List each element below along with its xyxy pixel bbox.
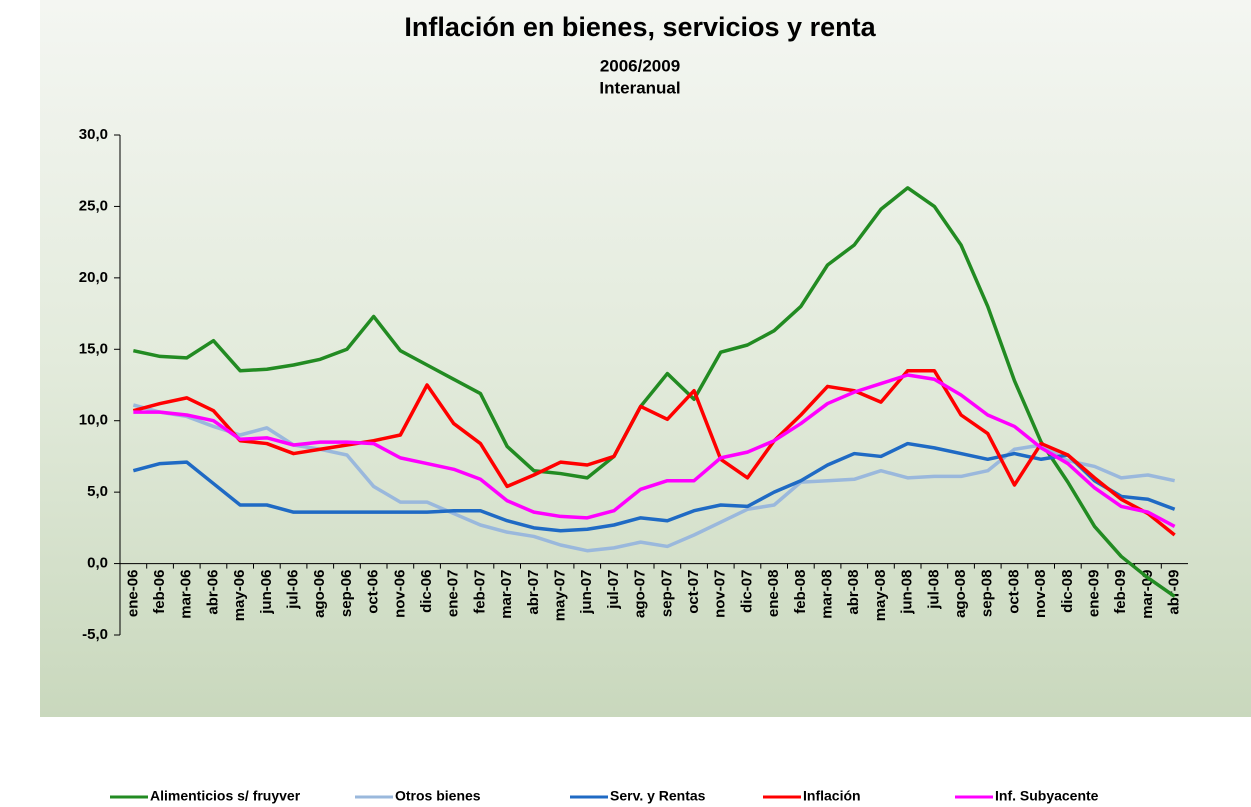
series-line [132, 186, 1176, 598]
x-tick-label: ene-07 [445, 570, 462, 618]
x-tick-label: sep-08 [979, 570, 996, 618]
x-tick-label: dic-06 [418, 570, 435, 613]
x-tick-label: abr-08 [845, 570, 862, 615]
x-tick-label: may-06 [231, 570, 248, 622]
x-tick-label: ene-09 [1086, 570, 1103, 618]
chart-subtitle: Interanual [599, 78, 680, 97]
chart-title: Inflación en bienes, servicios y renta [404, 12, 876, 42]
x-tick-label: oct-06 [365, 570, 382, 614]
series-line [132, 368, 1176, 537]
x-tick-label: abr-09 [1166, 570, 1183, 615]
x-tick-label: jun-06 [258, 570, 275, 615]
x-tick-label: ago-08 [952, 570, 969, 618]
x-tick-label: mar-08 [819, 570, 836, 619]
x-tick-label: jul-06 [285, 570, 302, 610]
legend-label: Alimenticios s/ fruyver [150, 788, 301, 804]
x-tick-label: feb-08 [792, 570, 809, 614]
y-tick-label: 5,0 [87, 483, 108, 500]
x-tick-label: feb-06 [151, 570, 168, 614]
x-tick-label: abr-06 [204, 570, 221, 615]
y-tick-label: 25,0 [79, 197, 108, 214]
x-tick-label: nov-07 [712, 570, 729, 618]
x-tick-label: mar-07 [498, 570, 515, 619]
x-tick-label: feb-09 [1112, 570, 1129, 614]
x-tick-label: oct-08 [1005, 570, 1022, 614]
x-tick-label: oct-07 [685, 570, 702, 614]
background-photo [40, 0, 1251, 717]
x-tick-label: jul-08 [925, 570, 942, 610]
legend-label: Serv. y Rentas [610, 788, 706, 804]
legend-label: Inf. Subyacente [995, 788, 1099, 804]
x-tick-label: may-08 [872, 570, 889, 622]
x-tick-label: jul-07 [605, 570, 622, 610]
x-tick-label: ene-08 [765, 570, 782, 618]
x-tick-label: jun-07 [578, 570, 595, 615]
x-tick-label: sep-06 [338, 570, 355, 618]
y-tick-label: 20,0 [79, 269, 108, 286]
x-tick-label: sep-07 [658, 570, 675, 618]
x-tick-label: ene-06 [124, 570, 141, 618]
x-tick-label: may-07 [552, 570, 569, 622]
x-tick-label: abr-07 [525, 570, 542, 615]
y-tick-label: 10,0 [79, 412, 108, 429]
x-tick-label: mar-06 [178, 570, 195, 619]
series-line [133, 373, 1176, 528]
y-tick-label: 0,0 [87, 555, 108, 572]
legend-label: Otros bienes [395, 788, 481, 804]
x-tick-label: nov-08 [1032, 570, 1049, 618]
x-tick-label: nov-06 [391, 570, 408, 618]
x-tick-label: dic-07 [738, 570, 755, 613]
y-tick-label: 15,0 [79, 340, 108, 357]
x-tick-label: ago-06 [311, 570, 328, 618]
y-tick-label: 30,0 [79, 126, 108, 143]
y-tick-label: -5,0 [82, 626, 108, 643]
chart-subtitle: 2006/2009 [600, 56, 680, 75]
x-tick-label: dic-08 [1059, 570, 1076, 613]
x-tick-label: jun-08 [899, 570, 916, 615]
x-tick-label: feb-07 [471, 570, 488, 614]
x-tick-label: ago-07 [632, 570, 649, 618]
legend-label: Inflación [803, 788, 861, 804]
